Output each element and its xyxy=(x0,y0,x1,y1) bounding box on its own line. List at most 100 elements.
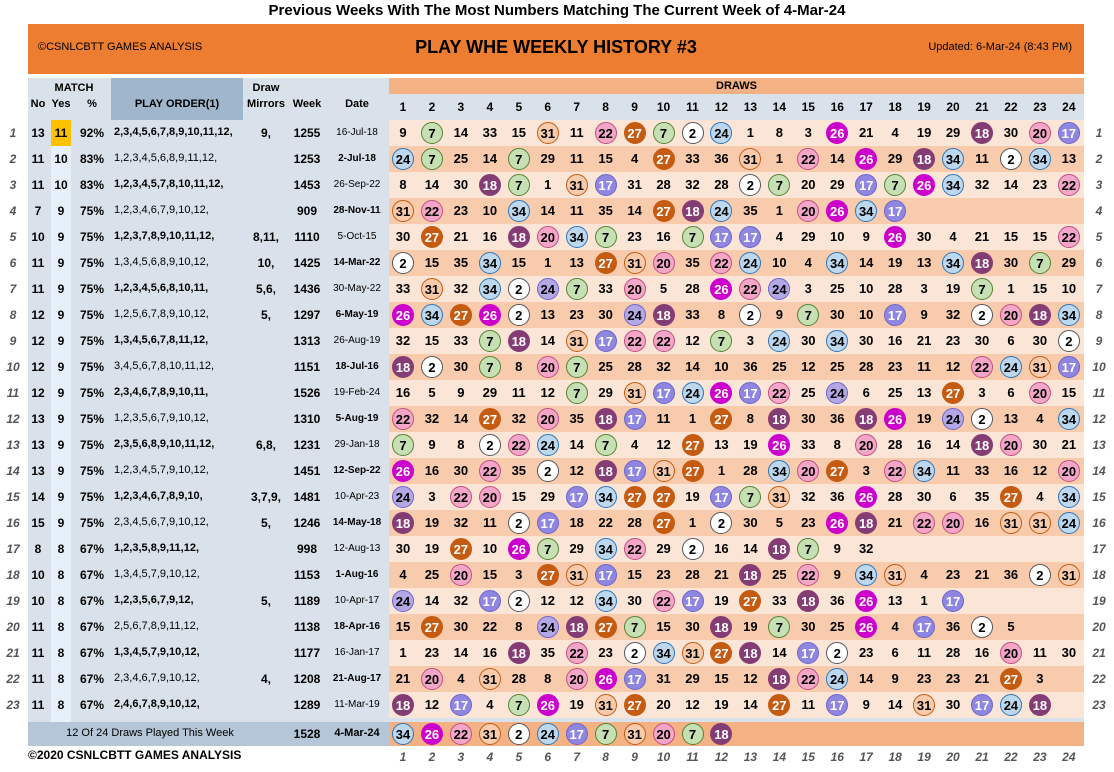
page-title: Previous Weeks With The Most Numbers Mat… xyxy=(268,2,846,19)
draw-ball: 24 xyxy=(710,122,733,144)
draw-ball: 17 xyxy=(710,486,733,508)
week-date: 12-Aug-13 xyxy=(333,543,381,554)
draw-number: 32 xyxy=(453,281,469,296)
match-yes: 9 xyxy=(57,360,65,374)
match-yes: 9 xyxy=(57,204,65,218)
draw-ball: 2 xyxy=(710,512,733,534)
draw-number: 4 xyxy=(1036,411,1044,426)
draw-number: 1 xyxy=(1007,281,1015,296)
draw-number: 19 xyxy=(743,437,758,452)
row-index-right: 4 xyxy=(1095,204,1103,218)
draw-column-footer: 3 xyxy=(457,750,465,764)
draw-number: 23 xyxy=(569,307,584,322)
draw-number: 4 xyxy=(804,255,812,270)
match-percent: 67% xyxy=(79,568,105,582)
row-index: 11 xyxy=(6,386,20,400)
draw-number: 32 xyxy=(453,593,469,608)
draw-number: 25 xyxy=(830,359,845,374)
match-percent: 75% xyxy=(79,360,105,374)
draw-column-footer: 13 xyxy=(743,750,758,764)
draw-ball: 24 xyxy=(536,434,559,456)
draw-ball: 17 xyxy=(594,330,617,352)
draw-number: 11 xyxy=(569,125,584,140)
draw-column-footer: 12 xyxy=(714,750,729,764)
draw-number: 16 xyxy=(1003,463,1019,478)
draw-mirrors: 5,6, xyxy=(255,282,276,296)
draw-column-header: 16 xyxy=(830,100,844,114)
row-index-right: 13 xyxy=(1092,438,1106,452)
draw-number: 16 xyxy=(916,437,932,452)
draw-ball: 34 xyxy=(1028,148,1051,170)
draw-ball: 18 xyxy=(1028,694,1051,716)
play-order: 1,2,3,4,5,7,8,10,11,12, xyxy=(114,178,224,190)
draw-number: 32 xyxy=(974,177,990,192)
draw-number: 30 xyxy=(830,307,845,322)
draw-ball: 7 xyxy=(768,174,791,196)
week-number: 1451 xyxy=(293,464,321,478)
yes-highlight xyxy=(51,120,71,146)
draw-ball: 18 xyxy=(971,122,993,144)
draw-number: 21 xyxy=(1061,437,1077,452)
week-date: 5-Oct-15 xyxy=(337,231,377,242)
match-no: 10 xyxy=(31,230,45,244)
match-yes: 8 xyxy=(57,542,65,556)
row-band xyxy=(389,302,1084,328)
draw-ball: 22 xyxy=(478,460,501,482)
draw-ball: 24 xyxy=(536,616,559,638)
row-index-right: 1 xyxy=(1095,126,1103,140)
match-no: 12 xyxy=(31,360,45,374)
row-index: 22 xyxy=(6,672,20,686)
draw-ball: 27 xyxy=(999,486,1022,508)
draw-ball: 18 xyxy=(681,200,704,222)
draw-mirrors: 10, xyxy=(257,256,275,270)
draw-ball: 17 xyxy=(536,512,559,534)
draw-number: 15 xyxy=(1061,385,1077,400)
draw-ball: 2 xyxy=(739,304,762,326)
match-percent: 75% xyxy=(79,464,105,478)
draw-number: 10 xyxy=(858,281,874,296)
match-no: 10 xyxy=(31,568,45,582)
draw-ball: 27 xyxy=(623,486,646,508)
draw-ball: 31 xyxy=(565,174,588,196)
draw-number: 11 xyxy=(975,151,989,166)
draw-number: 9 xyxy=(862,697,870,712)
draw-number: 21 xyxy=(714,567,729,582)
row-band xyxy=(389,692,1084,718)
draw-ball: 18 xyxy=(768,538,791,560)
draw-ball: 34 xyxy=(392,723,414,745)
draw-column-footer: 2 xyxy=(428,750,436,764)
draw-ball: 24 xyxy=(681,382,704,404)
draw-number: 19 xyxy=(945,281,961,296)
draw-number: 36 xyxy=(743,359,758,374)
draw-ball: 2 xyxy=(536,460,559,482)
draw-ball: 34 xyxy=(652,642,675,664)
draw-number: 22 xyxy=(482,619,498,634)
draw-number: 12 xyxy=(685,333,700,348)
draw-ball: 22 xyxy=(913,512,936,534)
week-number: 1208 xyxy=(293,672,321,686)
draw-number: 3 xyxy=(920,281,928,296)
draw-number: 1 xyxy=(688,411,697,426)
match-yes: 10 xyxy=(54,152,68,166)
draw-number: 13 xyxy=(1003,411,1019,426)
draw-number: 8 xyxy=(833,437,841,452)
row-band xyxy=(389,276,1084,302)
percent-header: % xyxy=(87,98,97,110)
draw-ball: 7 xyxy=(507,174,530,196)
draw-number: 20 xyxy=(656,697,671,712)
draw-number: 6 xyxy=(1007,333,1015,348)
play-order: 1,2,3,5,6,7,9,12, xyxy=(114,594,194,606)
draw-ball: 24 xyxy=(826,382,849,404)
draw-number: 30 xyxy=(743,515,758,530)
draw-number: 30 xyxy=(916,229,932,244)
draw-ball: 18 xyxy=(392,356,414,378)
draw-number: 28 xyxy=(656,177,671,192)
match-no: 7 xyxy=(34,204,42,218)
draw-ball: 34 xyxy=(594,486,617,508)
week-number: 998 xyxy=(296,542,318,556)
draw-number: 21 xyxy=(453,229,469,244)
draw-number: 29 xyxy=(685,671,700,686)
row-index-right: 6 xyxy=(1095,256,1103,270)
draw-number: 12 xyxy=(540,385,555,400)
draw-ball: 17 xyxy=(739,226,762,248)
